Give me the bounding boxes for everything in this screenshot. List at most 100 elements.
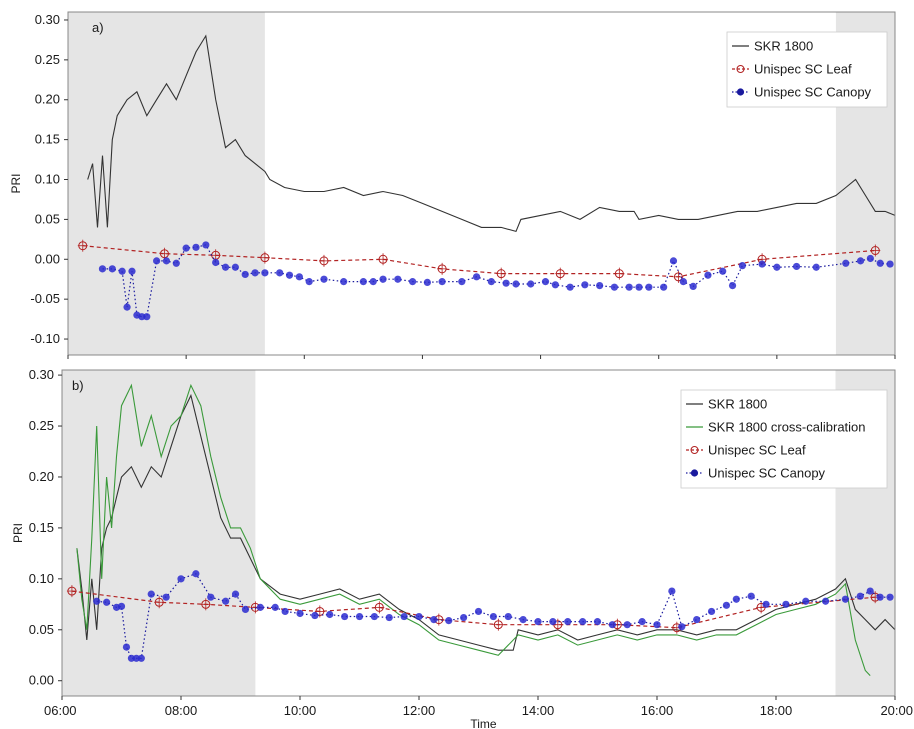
legend-label: Unispec SC Canopy — [708, 466, 826, 481]
canopy-point — [519, 615, 527, 624]
canopy-point — [177, 575, 185, 583]
canopy-point — [719, 267, 727, 275]
canopy-point — [886, 260, 894, 268]
canopy-point — [430, 615, 438, 624]
canopy-point — [732, 595, 740, 603]
canopy-point — [370, 612, 378, 621]
y-tick-label: 0.30 — [35, 12, 60, 27]
canopy-point — [192, 243, 200, 251]
canopy-point — [241, 270, 249, 279]
canopy-point — [295, 273, 303, 281]
canopy-point — [251, 269, 259, 277]
canopy-point — [866, 254, 874, 263]
y-tick-label: 0.20 — [29, 469, 54, 484]
y-tick-label: 0.10 — [35, 172, 60, 187]
panel-label: a) — [92, 20, 104, 35]
canopy-point — [241, 605, 250, 614]
canopy-point — [408, 278, 417, 286]
x-axis-title: Time — [470, 717, 497, 729]
canopy-point — [866, 587, 874, 595]
canopy-point — [762, 600, 770, 608]
canopy-point — [103, 598, 111, 606]
canopy-point — [138, 313, 146, 321]
canopy-point — [445, 617, 453, 625]
y-tick-label: 0.20 — [35, 92, 60, 107]
canopy-point — [296, 609, 304, 618]
y-tick-label: 0.25 — [29, 418, 54, 433]
canopy-point — [549, 618, 557, 626]
canopy-point — [802, 597, 810, 605]
canopy-point — [668, 587, 676, 595]
canopy-point — [541, 278, 550, 286]
x-tick-label: 10:00 — [284, 703, 317, 718]
canopy-point — [162, 593, 170, 601]
legend-label: SKR 1800 cross-calibration — [708, 420, 866, 435]
canopy-point — [394, 275, 402, 283]
y-tick-label: -0.05 — [30, 291, 60, 306]
canopy-point — [458, 278, 466, 286]
canopy-point — [660, 283, 668, 291]
y-tick-label: 0.15 — [35, 132, 60, 147]
canopy-point — [693, 615, 701, 624]
canopy-point — [341, 612, 349, 621]
canopy-point — [653, 621, 661, 629]
canopy-point — [385, 613, 393, 622]
canopy-point — [679, 278, 687, 286]
canopy-point — [502, 279, 510, 287]
canopy-point — [856, 257, 865, 265]
canopy-point — [271, 603, 279, 611]
y-tick-label: 0.10 — [29, 571, 54, 586]
canopy-point — [143, 313, 151, 321]
canopy-point — [635, 283, 643, 291]
canopy-point — [221, 263, 230, 271]
legend-label: Unispec SC Canopy — [754, 85, 872, 100]
canopy-point — [564, 618, 572, 626]
canopy-point — [678, 623, 686, 631]
canopy-point — [581, 281, 589, 289]
y-tick-label: 0.30 — [29, 367, 54, 382]
canopy-point — [276, 269, 284, 277]
y-axis-title: PRI — [9, 173, 23, 193]
plot-frame — [67, 11, 896, 356]
canopy-point — [608, 621, 616, 629]
canopy-point — [231, 263, 239, 271]
canopy-point — [117, 602, 126, 610]
canopy-point — [841, 595, 850, 603]
canopy-point — [261, 269, 269, 277]
canopy-point — [856, 592, 864, 600]
canopy-point — [153, 257, 161, 265]
canopy-point — [579, 618, 587, 626]
canopy-point — [212, 258, 220, 267]
canopy-point — [311, 611, 319, 620]
canopy-point — [118, 267, 126, 275]
legend-label: Unispec SC Leaf — [754, 62, 852, 77]
canopy-point — [379, 275, 387, 283]
canopy-point — [792, 262, 801, 271]
canopy-point — [625, 283, 633, 291]
canopy-point — [93, 597, 101, 605]
canopy-point — [305, 278, 313, 286]
legend-swatch-marker — [690, 446, 699, 454]
x-tick-label: 20:00 — [880, 703, 913, 718]
canopy-point — [128, 267, 136, 275]
y-tick-label: -0.10 — [30, 331, 60, 346]
canopy-point — [172, 259, 180, 267]
canopy-point — [127, 654, 136, 662]
canopy-point — [132, 654, 140, 662]
canopy-point — [182, 244, 190, 252]
canopy-point — [638, 618, 646, 626]
x-tick-label: 18:00 — [760, 703, 793, 718]
canopy-point — [669, 257, 678, 265]
canopy-point — [773, 263, 781, 271]
canopy-point — [610, 283, 619, 291]
canopy-point — [704, 271, 712, 279]
canopy-point — [147, 590, 155, 598]
canopy-point — [202, 241, 210, 249]
canopy-point — [320, 275, 328, 283]
panel-label: b) — [72, 378, 84, 393]
panel-a: -0.10 -0.05 0.00 0.05 0.10 0.15 0.20 0.25 0.30 PR… — [9, 11, 896, 359]
canopy-point — [231, 590, 240, 598]
legend: SKR 1800 Unispec SC Leaf Unispec SC Canopy — [726, 31, 888, 108]
canopy-point — [472, 273, 481, 281]
shaded-period — [62, 370, 256, 696]
